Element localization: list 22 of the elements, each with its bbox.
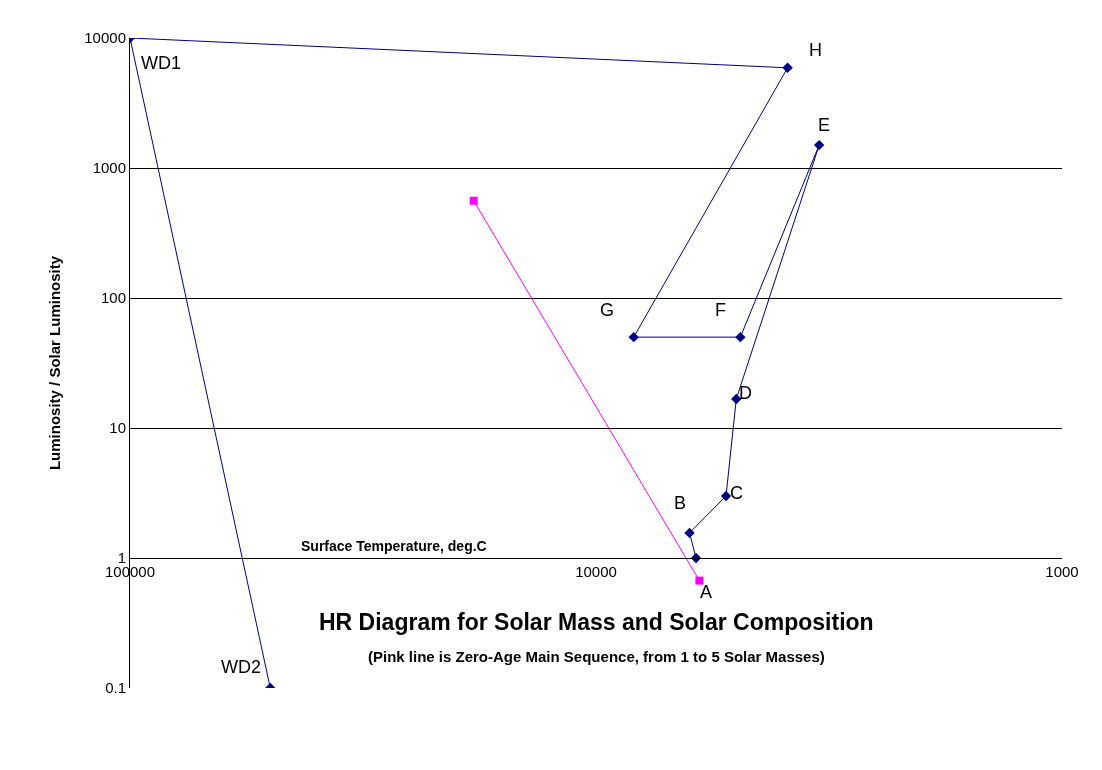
annotation: D [739, 383, 752, 403]
text: HR Diagram for Solar Mass and Solar Composition [319, 609, 874, 635]
x-tick-label: 10000 [575, 563, 617, 580]
annotation: E [818, 115, 831, 135]
text: (Pink line is Zero-Age Main Sequence, from 1 to 5 Solar Masses) [368, 648, 825, 665]
y-tick-label: 100 [100, 289, 126, 307]
y-axis-title: Luminosity / Solar Luminosity [45, 255, 63, 471]
annotation: G [600, 300, 615, 320]
annotation: C [730, 483, 743, 503]
annotation: WD1 [141, 53, 181, 73]
annotation: F [715, 300, 726, 320]
annotation: H [809, 40, 822, 60]
y-tick-label: 10 [109, 419, 126, 437]
x-axis-title: Surface Temperature, deg.C [301, 538, 487, 554]
annotation: WD2 [221, 657, 261, 677]
x-tick-label: 1000 [1045, 563, 1079, 580]
annotation: A [700, 582, 713, 602]
y-tick-label: 1000 [92, 159, 126, 177]
annotation: B [674, 493, 687, 513]
y-tick-label: 1 [117, 549, 126, 567]
y-tick-label: 10000 [84, 29, 126, 47]
y-tick-label: 0.1 [105, 679, 126, 697]
